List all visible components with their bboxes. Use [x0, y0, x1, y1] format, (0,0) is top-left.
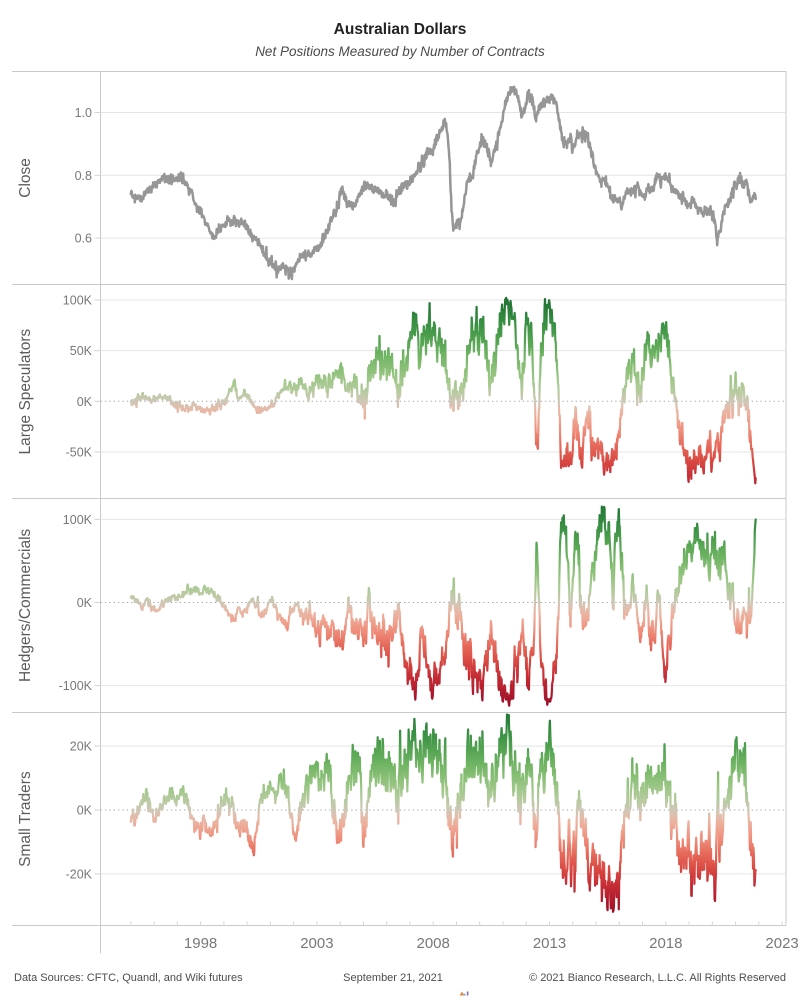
svg-text:1998: 1998 — [184, 935, 217, 952]
svg-text:Hedgers/Commercials: Hedgers/Commercials — [17, 528, 34, 682]
svg-text:0.6: 0.6 — [75, 232, 92, 246]
svg-text:September 21, 2021: September 21, 2021 — [343, 972, 443, 984]
svg-text:Small Traders: Small Traders — [17, 771, 34, 867]
svg-text:2008: 2008 — [417, 935, 450, 952]
svg-text:© 2021 Bianco Research, L.L.C.: © 2021 Bianco Research, L.L.C. All Right… — [529, 972, 786, 984]
svg-text:2018: 2018 — [649, 935, 682, 952]
svg-text:-20K: -20K — [66, 867, 93, 881]
svg-text:0K: 0K — [77, 596, 93, 610]
svg-text:Data Sources: CFTC, Quandl, an: Data Sources: CFTC, Quandl, and Wiki fut… — [14, 972, 243, 984]
svg-text:100K: 100K — [63, 513, 93, 527]
svg-text:20K: 20K — [70, 740, 93, 754]
svg-text:2013: 2013 — [533, 935, 566, 952]
svg-text:0.8: 0.8 — [75, 169, 92, 183]
svg-text:0K: 0K — [77, 395, 93, 409]
svg-text:1.0: 1.0 — [75, 106, 92, 120]
svg-text:Net Positions Measured by Numb: Net Positions Measured by Number of Cont… — [255, 44, 545, 59]
svg-text:-50K: -50K — [66, 445, 93, 459]
svg-text:50K: 50K — [70, 344, 93, 358]
svg-text:Close: Close — [17, 158, 34, 198]
svg-text:2003: 2003 — [300, 935, 333, 952]
svg-text:0K: 0K — [77, 804, 93, 818]
svg-text:100K: 100K — [63, 294, 93, 308]
svg-text:-100K: -100K — [59, 679, 93, 693]
svg-text:Australian Dollars: Australian Dollars — [334, 21, 467, 38]
svg-text:Large Speculators: Large Speculators — [17, 328, 34, 454]
svg-text:2023: 2023 — [765, 935, 798, 952]
